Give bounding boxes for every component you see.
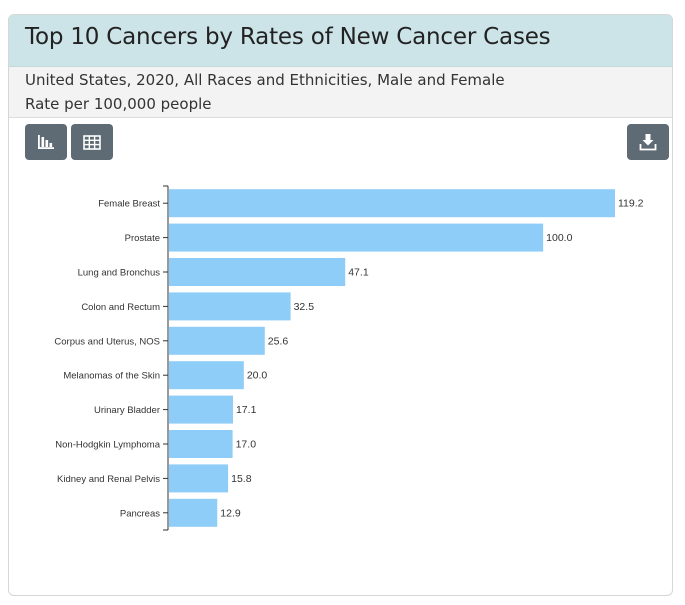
category-label: Urinary Bladder	[94, 405, 160, 416]
bar[interactable]	[169, 258, 346, 286]
table-grid-icon	[83, 134, 101, 150]
bar[interactable]	[169, 361, 244, 390]
bar[interactable]	[169, 464, 229, 493]
subtitle-line-1: United States, 2020, All Races and Ethni…	[25, 71, 505, 89]
bar[interactable]	[169, 292, 291, 321]
download-icon	[639, 134, 657, 151]
bar[interactable]	[169, 223, 544, 252]
value-label: 15.8	[231, 473, 252, 485]
bar[interactable]	[169, 189, 615, 218]
value-label: 47.1	[348, 267, 369, 279]
bar[interactable]	[169, 498, 218, 527]
category-label: Pancreas	[120, 508, 160, 519]
category-label: Prostate	[125, 233, 160, 244]
category-label: Colon and Rectum	[81, 302, 160, 313]
subtitle-bar: United States, 2020, All Races and Ethni…	[9, 67, 672, 118]
value-label: 100.0	[546, 232, 572, 244]
value-label: 32.5	[294, 301, 315, 313]
chart-title: Top 10 Cancers by Rates of New Cancer Ca…	[25, 24, 551, 50]
bar[interactable]	[169, 430, 233, 458]
subtitle-line-2: Rate per 100,000 people	[25, 95, 212, 113]
bar[interactable]	[169, 326, 265, 355]
value-label: 17.0	[236, 439, 257, 451]
chart-view-button[interactable]	[25, 124, 67, 160]
table-view-button[interactable]	[71, 124, 113, 160]
category-label: Female Breast	[98, 199, 160, 210]
category-label: Lung and Bronchus	[78, 268, 161, 279]
value-label: 12.9	[220, 507, 241, 519]
category-label: Corpus and Uterus, NOS	[54, 336, 160, 347]
title-bar: Top 10 Cancers by Rates of New Cancer Ca…	[9, 15, 672, 67]
value-label: 20.0	[247, 370, 268, 382]
bar-chart-icon	[38, 135, 54, 149]
download-button[interactable]	[627, 124, 669, 160]
value-label: 17.1	[236, 404, 257, 416]
bar[interactable]	[169, 395, 233, 424]
category-label: Melanomas of the Skin	[63, 371, 160, 382]
value-label: 119.2	[618, 198, 644, 210]
category-label: Kidney and Renal Pelvis	[57, 474, 160, 485]
category-label: Non-Hodgkin Lymphoma	[55, 440, 160, 451]
chart-card: Top 10 Cancers by Rates of New Cancer Ca…	[8, 14, 673, 596]
value-label: 25.6	[268, 335, 289, 347]
